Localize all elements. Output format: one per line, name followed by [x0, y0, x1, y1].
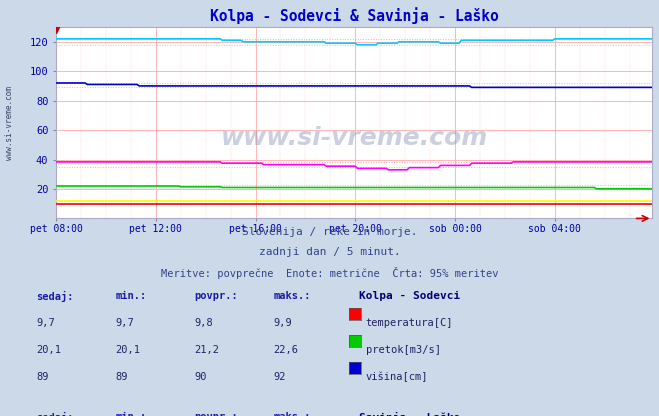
- Text: povpr.:: povpr.:: [194, 412, 238, 416]
- Text: 92: 92: [273, 372, 286, 382]
- Text: www.si-vreme.com: www.si-vreme.com: [5, 86, 14, 160]
- Text: min.:: min.:: [115, 412, 146, 416]
- Text: pretok[m3/s]: pretok[m3/s]: [366, 345, 441, 355]
- Text: 90: 90: [194, 372, 207, 382]
- Text: Savinja - Laško: Savinja - Laško: [359, 412, 461, 416]
- Text: 89: 89: [115, 372, 128, 382]
- Text: 9,7: 9,7: [115, 318, 134, 328]
- Text: Kolpa - Sodevci: Kolpa - Sodevci: [359, 291, 461, 301]
- Text: 9,7: 9,7: [36, 318, 55, 328]
- Text: višina[cm]: višina[cm]: [366, 372, 428, 382]
- Text: 22,6: 22,6: [273, 345, 299, 355]
- Text: 9,8: 9,8: [194, 318, 213, 328]
- Text: 89: 89: [36, 372, 49, 382]
- Text: temperatura[C]: temperatura[C]: [366, 318, 453, 328]
- Text: sedaj:: sedaj:: [36, 291, 74, 302]
- Text: 21,2: 21,2: [194, 345, 219, 355]
- Text: min.:: min.:: [115, 291, 146, 301]
- Text: povpr.:: povpr.:: [194, 291, 238, 301]
- Text: maks.:: maks.:: [273, 291, 311, 301]
- Text: zadnji dan / 5 minut.: zadnji dan / 5 minut.: [258, 247, 401, 257]
- Title: Kolpa - Sodevci & Savinja - Laško: Kolpa - Sodevci & Savinja - Laško: [210, 7, 499, 25]
- Text: sedaj:: sedaj:: [36, 412, 74, 416]
- Text: maks.:: maks.:: [273, 412, 311, 416]
- Text: www.si-vreme.com: www.si-vreme.com: [221, 126, 488, 150]
- Text: Slovenija / reke in morje.: Slovenija / reke in morje.: [242, 227, 417, 237]
- Text: 20,1: 20,1: [36, 345, 61, 355]
- Text: 9,9: 9,9: [273, 318, 292, 328]
- Text: Meritve: povprečne  Enote: metrične  Črta: 95% meritev: Meritve: povprečne Enote: metrične Črta:…: [161, 267, 498, 279]
- Text: 20,1: 20,1: [115, 345, 140, 355]
